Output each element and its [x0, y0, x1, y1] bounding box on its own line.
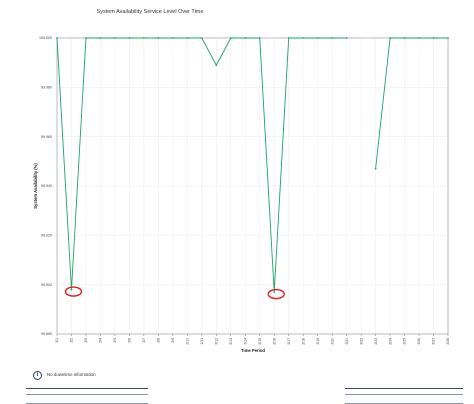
y-axis-ticks: 100.000 99.980 99.960 99.940 99.920 99.900 99.…: [39, 36, 52, 336]
data-point: [99, 37, 102, 39]
y-tick-label: 99.880: [41, 332, 52, 336]
x-tick-label: 2/27: [432, 338, 436, 345]
y-tick-label: 100.000: [39, 36, 52, 40]
data-point: [316, 37, 319, 39]
data-point: [273, 291, 276, 293]
x-tick-label: 2/28: [446, 338, 450, 345]
x-tick-label: 2/24: [388, 338, 392, 345]
data-point: [345, 37, 348, 39]
data-point: [114, 37, 116, 39]
y-tick-label: 99.940: [41, 184, 52, 188]
x-axis-label: Time Period: [241, 348, 265, 353]
data-point: [229, 37, 232, 39]
y-tick-label: 99.960: [41, 135, 52, 139]
data-point: [85, 37, 87, 39]
series-points: [56, 37, 449, 293]
data-point: [157, 37, 160, 39]
x-tick-label: 2/6: [128, 338, 132, 343]
divider: [26, 394, 148, 395]
x-tick-label: 2/8: [157, 338, 161, 343]
y-tick-label: 99.920: [41, 234, 52, 238]
info-panel: i No downtime information: [27, 366, 147, 388]
divider: [345, 388, 463, 389]
series-lines: [56, 37, 448, 293]
y-axis-label: System Availability (%): [33, 163, 38, 209]
data-point: [215, 64, 218, 67]
y-tick-label: 99.900: [41, 283, 52, 287]
x-tick-label: 2/1: [55, 338, 59, 343]
x-tick-label: 2/26: [417, 338, 421, 345]
chart-title: System Availability Service Level Over T…: [96, 9, 204, 15]
series-line: [375, 37, 448, 169]
x-tick-label: 2/20: [330, 338, 334, 345]
divider: [345, 394, 463, 395]
data-point: [403, 37, 406, 39]
x-tick-label: 2/14: [243, 338, 247, 345]
data-point: [186, 37, 189, 39]
x-tick-label: 2/3: [84, 338, 88, 343]
x-tick-label: 2/7: [142, 338, 146, 343]
data-point: [302, 37, 305, 39]
x-tick-label: 2/11: [200, 338, 204, 344]
data-point: [200, 37, 203, 39]
data-point: [331, 37, 334, 39]
info-icon: i: [33, 371, 42, 380]
x-tick-label: 2/21: [345, 338, 349, 345]
highlight-circle: [64, 286, 83, 297]
x-tick-label: 2/2: [70, 338, 74, 343]
x-tick-label: 2/22: [359, 338, 363, 345]
data-point: [171, 37, 174, 39]
x-tick-label: 2/5: [113, 338, 117, 343]
data-point: [447, 37, 449, 39]
x-tick-label: 2/18: [301, 338, 305, 345]
y-tick-label: 99.980: [41, 86, 52, 90]
data-point: [418, 37, 420, 39]
info-message: No downtime information: [47, 372, 96, 377]
data-point: [374, 167, 377, 170]
highlight-markers: [64, 286, 285, 300]
data-point: [142, 37, 145, 39]
x-tick-label: 2/25: [403, 338, 407, 345]
grid-lines: [56, 37, 449, 335]
x-tick-label: 2/16: [272, 338, 276, 345]
data-point: [128, 37, 131, 39]
x-tick-label: 2/19: [316, 338, 320, 345]
data-point: [244, 37, 247, 39]
data-point: [56, 37, 58, 39]
x-tick-label: 2/10: [186, 338, 190, 345]
x-axis-ticks: 2/1 2/2 2/3 2/4 2/5 2/6 2/7 2/8 2/9 2/10 2/11 2/12 2…: [55, 334, 450, 345]
x-tick-label: 2/13: [229, 338, 233, 345]
data-point: [287, 37, 290, 39]
x-tick-label: 2/9: [171, 338, 175, 343]
x-tick-label: 2/17: [287, 338, 291, 345]
x-tick-label: 2/12: [214, 338, 218, 345]
x-tick-label: 2/23: [374, 338, 378, 345]
data-point: [432, 37, 435, 39]
highlight-circle: [267, 288, 285, 300]
x-tick-label: 2/15: [258, 338, 262, 345]
data-point: [389, 37, 391, 39]
data-point: [258, 37, 261, 39]
data-point: [70, 288, 73, 291]
x-tick-label: 2/4: [99, 338, 103, 343]
divider: [26, 388, 148, 389]
